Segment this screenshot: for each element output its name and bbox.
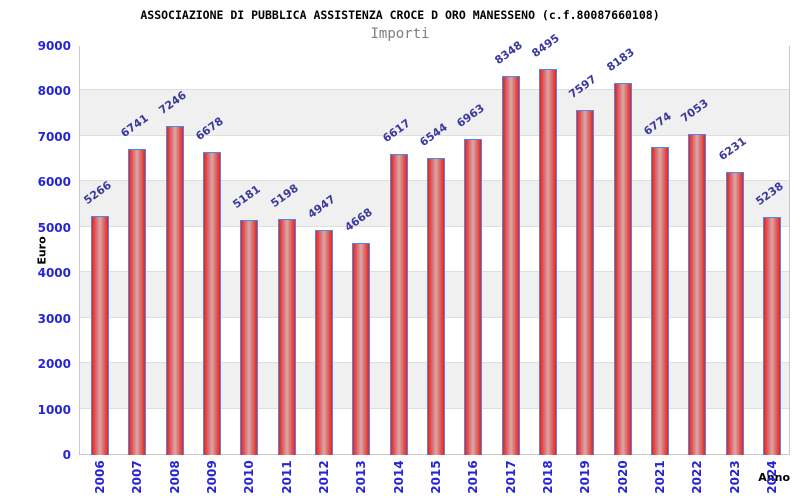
x-tick-label: 2023 (727, 460, 742, 494)
x-tick-label: 2008 (167, 460, 182, 494)
bar-2020 (613, 83, 632, 455)
bar-2010 (240, 219, 259, 455)
x-tick-label: 2018 (541, 460, 555, 494)
x-tick-label: 2022 (690, 460, 705, 494)
bar-2006 (91, 215, 109, 455)
x-tick-label: 2019 (578, 460, 593, 494)
x-tick-label: 2015 (429, 460, 443, 494)
x-tick-label: 2010 (242, 460, 257, 494)
bar-2021 (651, 147, 669, 455)
y-axis-label: Euro (35, 235, 49, 265)
bar-2011 (277, 218, 296, 455)
bar-2013 (352, 242, 371, 455)
y-tick-label: 9000 (37, 39, 71, 53)
y-tick-label: 3000 (37, 311, 71, 326)
plot-band (80, 90, 789, 136)
y-tick-label: 6000 (37, 175, 71, 190)
x-tick-label: 2012 (317, 460, 331, 494)
bar-2019 (576, 109, 595, 455)
x-tick-label: 2016 (466, 460, 481, 494)
x-tick-label: 2024 (765, 460, 779, 494)
bar-2016 (464, 138, 483, 455)
y-tick-label: 4000 (37, 266, 71, 281)
x-axis-label: Anno (758, 471, 790, 484)
bar-2018 (539, 68, 557, 455)
plot-area (79, 45, 790, 455)
bar-2008 (165, 125, 184, 455)
gridline (80, 89, 789, 91)
bar-2014 (389, 154, 408, 455)
x-tick-label: 2013 (354, 460, 369, 494)
bar-2024 (763, 216, 781, 455)
x-tick-label: 2006 (93, 460, 107, 494)
y-tick-label: 2000 (37, 357, 71, 372)
y-tick-label: 1000 (37, 402, 71, 417)
x-tick-label: 2007 (130, 460, 145, 494)
x-tick-label: 2011 (279, 460, 294, 494)
x-tick-label: 2021 (653, 460, 667, 494)
bar-2022 (688, 134, 707, 455)
bar-2023 (725, 171, 744, 455)
y-tick-label: 8000 (37, 84, 71, 99)
y-tick-label: 0 (62, 448, 71, 462)
bar-2015 (427, 157, 445, 455)
x-tick-label: 2020 (615, 460, 630, 494)
plot-band (80, 45, 789, 91)
bar-2009 (203, 151, 221, 455)
x-tick-label: 2014 (391, 460, 406, 494)
chart-subtitle: Importi (370, 26, 430, 42)
y-tick-label: 5000 (37, 220, 71, 235)
gridline (80, 134, 789, 136)
chart-title: ASSOCIAZIONE DI PUBBLICA ASSISTENZA CROC… (140, 8, 660, 22)
y-tick-label: 7000 (37, 129, 71, 144)
x-tick-label: 2009 (205, 460, 219, 494)
bar-2007 (128, 148, 147, 455)
x-tick-label: 2017 (503, 460, 518, 494)
bar-2017 (501, 75, 520, 455)
bar-2012 (315, 230, 333, 455)
